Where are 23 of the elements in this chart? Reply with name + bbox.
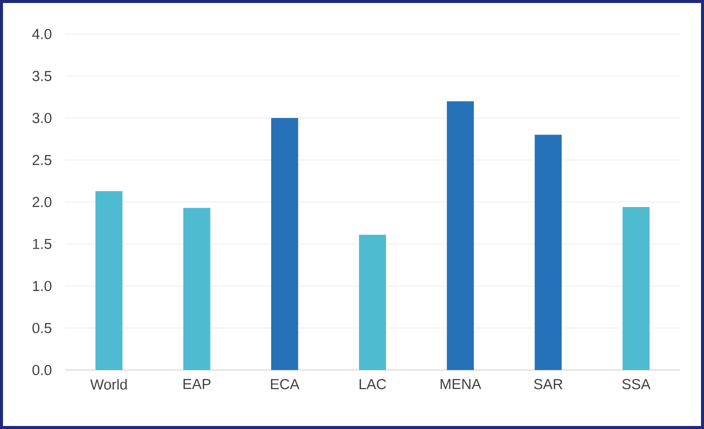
- bar: [95, 191, 122, 370]
- y-tick-label: 3.0: [32, 112, 52, 124]
- bar: [271, 118, 298, 370]
- x-tick-label: SSA: [622, 379, 650, 390]
- y-tick-label: 1.5: [33, 238, 52, 250]
- y-tick-label: 2.0: [32, 196, 52, 208]
- y-tick-label: 0.0: [32, 364, 52, 376]
- bar: [183, 208, 210, 370]
- bar: [446, 101, 474, 370]
- x-tick-label: LAC: [360, 379, 386, 390]
- y-tick-label: 4.0: [32, 28, 52, 40]
- bar: [359, 234, 386, 370]
- x-tick-label: SAR: [534, 379, 562, 390]
- y-tick-label: 0.5: [32, 322, 52, 334]
- bar: [534, 134, 562, 370]
- y-tick-label: 1.0: [33, 280, 52, 292]
- x-tick-label: World: [90, 379, 127, 390]
- x-tick-label: EAP: [184, 379, 210, 389]
- y-tick-label: 3.5: [32, 70, 52, 82]
- y-tick-label: 2.5: [32, 154, 52, 166]
- bar: [622, 207, 650, 370]
- x-tick-label: MENA: [440, 379, 482, 389]
- x-tick-label: ECA: [270, 379, 300, 390]
